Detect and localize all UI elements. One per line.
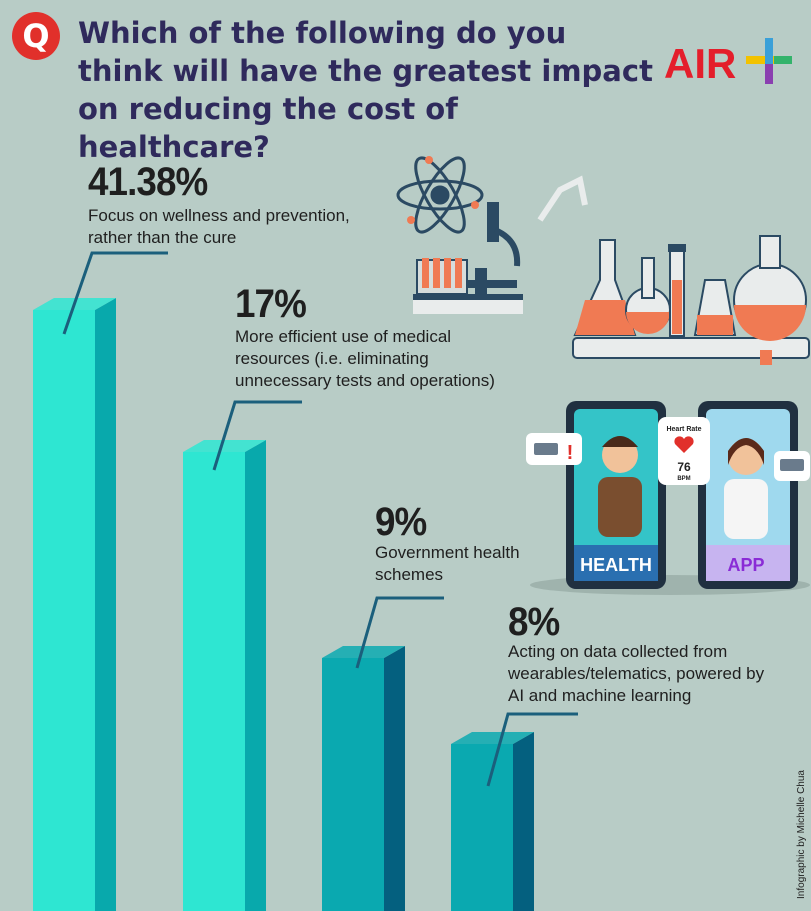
answer-4-text: Acting on data collected from wearables/… [508,642,765,705]
bar-1-leader-line [62,251,168,335]
chat-bubble-right [774,451,810,481]
atom-icon [396,156,484,234]
answer-1-percent: 41.38% [88,160,208,204]
bar-4-leader-line [486,712,578,787]
chat-bubble-left: ! [526,433,582,465]
heart-rate-label: Heart Rate [666,426,701,433]
bar-2-front [183,452,245,911]
phone-left: HEALTH [566,401,666,589]
heart-rate-value: 76 [677,460,691,474]
q-badge: Q [12,12,60,60]
heart-icon [674,436,694,453]
bar-3-side [384,646,405,911]
bar-2-leader-line [212,400,302,471]
answer-2-text: More efficient use of medical resources … [235,327,495,390]
answer-2-percent: 17% [235,282,307,326]
bar-1-side [95,298,116,911]
bar-1-front [33,310,95,911]
question-title: Which of the following do you think will… [78,16,653,164]
logo-text: AIR [664,40,736,87]
bar-3-top [322,646,405,658]
svg-text:!: ! [567,442,574,464]
air-logo: AIR [664,38,792,87]
glassware-icon [537,175,810,365]
app-label: APP [727,555,764,575]
microscope-icon [413,202,523,314]
answer-4-percent: 8% [508,600,560,644]
bar-4-top [451,732,534,744]
answer-1-text: Focus on wellness and prevention, rather… [88,206,350,247]
health-label: HEALTH [580,555,652,575]
bar-3-leader-line [355,596,444,669]
credit-text: Infographic by Michelle Chua [796,770,807,899]
bar-2-top [183,440,266,452]
lab-illustration [396,156,810,365]
answer-3-text: Government health schemes [375,543,520,584]
heart-rate-unit: BPM [677,476,690,482]
bar-4-side [513,732,534,911]
bar-3-front [322,658,384,911]
bar-4-front [451,744,513,911]
answer-3-percent: 9% [375,500,427,544]
heart-rate-bubble: Heart Rate 76 BPM [658,417,710,485]
health-app-illustration: HEALTH APP Heart Rate 76 BPM ! [526,401,810,595]
phone-right: APP [698,401,798,589]
bar-2-side [245,440,266,911]
